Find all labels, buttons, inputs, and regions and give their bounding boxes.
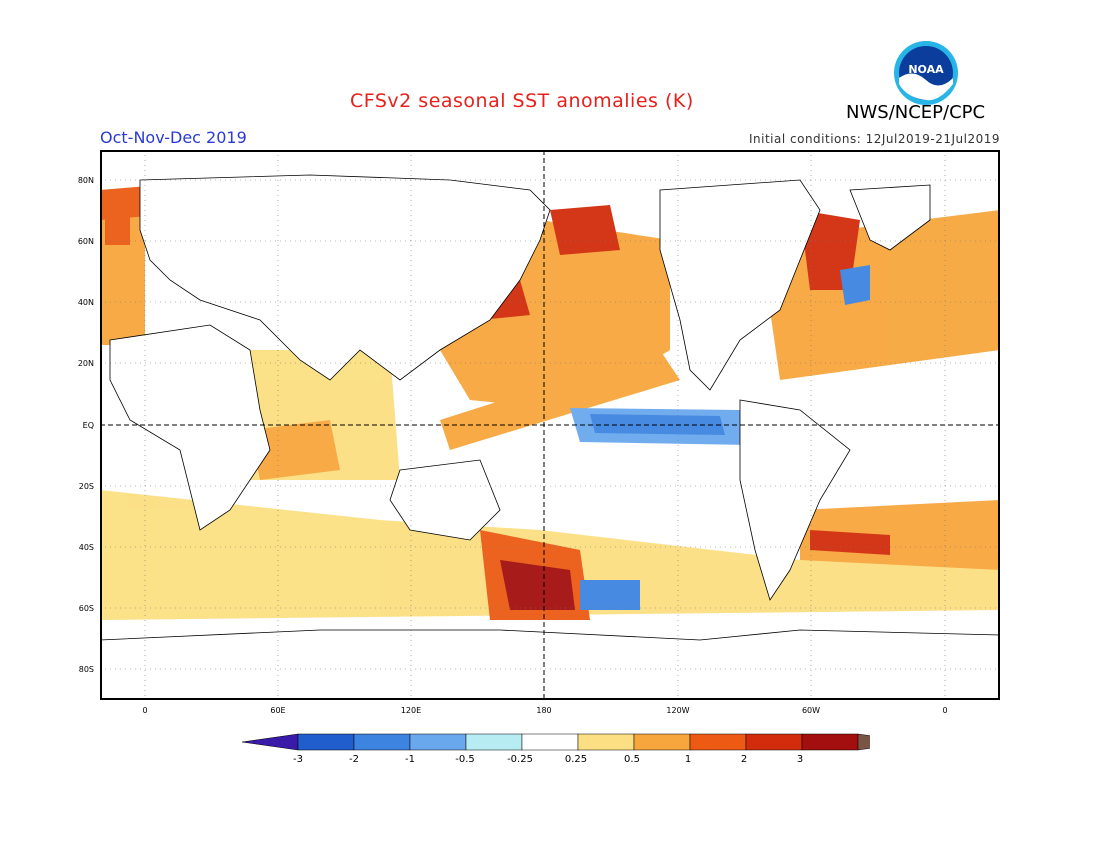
lat-label: EQ xyxy=(83,421,94,430)
anomaly-patch-cold-tongue-core xyxy=(590,414,725,435)
anomaly-patch-south-pacific-cold xyxy=(580,580,640,610)
land-antarctica xyxy=(100,629,1000,700)
colorbar-tick-label: 3 xyxy=(797,754,803,765)
lat-label: 60S xyxy=(79,604,94,613)
colorbar-swatch xyxy=(577,733,635,751)
lat-label: 40N xyxy=(78,298,94,307)
colorbar-tick-label: 0.5 xyxy=(624,754,640,765)
noaa-logo: NOAA xyxy=(893,40,959,110)
lon-label: 120W xyxy=(666,706,689,715)
lat-label: 80S xyxy=(79,665,94,674)
map-frame xyxy=(100,150,1000,700)
anomaly-patch-south-atlantic-core xyxy=(810,530,890,555)
land-south-america xyxy=(739,399,851,601)
colorbar-tick-label: -2 xyxy=(349,754,359,765)
land-africa xyxy=(109,324,271,531)
lat-label: 20S xyxy=(79,482,94,491)
lon-label: 0 xyxy=(942,706,947,715)
land-north-america xyxy=(659,179,821,391)
agency-label: NWS/NCEP/CPC xyxy=(846,102,986,123)
colorbar-tick-label: -0.5 xyxy=(455,754,475,765)
colorbar-swatch xyxy=(297,733,355,751)
colorbar-swatch xyxy=(465,733,523,751)
chart-title: CFSv2 seasonal SST anomalies (K) xyxy=(350,90,694,112)
colorbar-tick-label: 0.25 xyxy=(565,754,587,765)
reference-lines xyxy=(100,150,1000,700)
lon-label: 180 xyxy=(536,706,551,715)
colorbar-swatch xyxy=(745,733,803,751)
colorbar-swatch-max xyxy=(857,733,870,751)
lat-label: 80N xyxy=(78,176,94,185)
lat-label: 40S xyxy=(79,543,94,552)
colorbar-swatch xyxy=(521,733,579,751)
colorbar-tick-label: 2 xyxy=(741,754,747,765)
colorbar-swatch-min xyxy=(241,733,299,751)
anomaly-patch-indian-ocean-core xyxy=(250,420,340,480)
logo-text: NOAA xyxy=(908,63,944,76)
colorbar-swatch xyxy=(633,733,691,751)
land-eurasia xyxy=(139,174,551,381)
colorbar: -3 -2 -1 -0.5 -0.25 0.25 0.5 1 2 3 xyxy=(241,733,870,765)
colorbar-swatch xyxy=(689,733,747,751)
sst-anomaly-map xyxy=(100,150,1000,700)
colorbar-swatches xyxy=(241,733,870,751)
lon-label: 60W xyxy=(802,706,820,715)
season-label: Oct-Nov-Dec 2019 xyxy=(100,128,247,147)
longitude-axis: 0 60E 120E 180 120W 60W 0 xyxy=(142,706,947,715)
lon-label: 120E xyxy=(401,706,421,715)
lat-label: 20N xyxy=(78,359,94,368)
colorbar-swatch xyxy=(353,733,411,751)
initial-conditions-label: Initial conditions: 12Jul2019-21Jul2019 xyxy=(748,132,1000,146)
lat-label: 60N xyxy=(78,237,94,246)
continent-outlines xyxy=(100,174,1000,700)
land-australia xyxy=(389,459,501,541)
colorbar-tick-label: -3 xyxy=(293,754,303,765)
latitude-axis: 80N 60N 40N 20N EQ 20S 40S 60S 80S xyxy=(78,176,94,674)
lon-label: 60E xyxy=(270,706,285,715)
colorbar-swatch xyxy=(409,733,467,751)
anomaly-patch-sw-pacific-core xyxy=(500,560,575,610)
anomaly-patch-bering xyxy=(550,205,620,255)
land-greenland xyxy=(849,184,931,251)
colorbar-tick-label: 1 xyxy=(685,754,691,765)
colorbar-tick-label: -1 xyxy=(405,754,415,765)
colorbar-swatch xyxy=(801,733,859,751)
colorbar-tick-label: -0.25 xyxy=(507,754,533,765)
lon-label: 0 xyxy=(142,706,147,715)
anomaly-patch-natl-cold xyxy=(840,265,870,305)
